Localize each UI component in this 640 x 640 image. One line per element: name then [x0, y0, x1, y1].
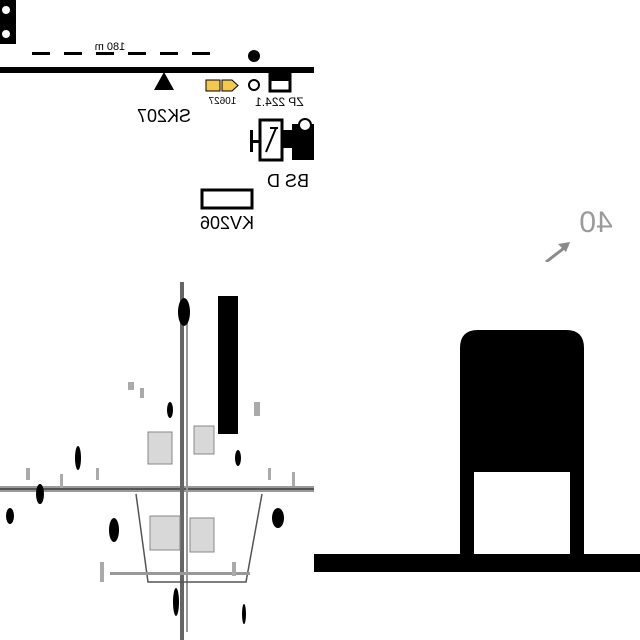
zp-box-fill — [270, 73, 290, 81]
number-label: 40 — [579, 206, 612, 239]
bs-label: BS D — [267, 171, 309, 191]
distance-dashes — [32, 52, 210, 55]
component-box-3 — [149, 515, 181, 551]
overview-vertical-line-2 — [186, 302, 188, 632]
signal-leg-left — [460, 462, 474, 572]
overview-trapezoid — [135, 493, 263, 583]
signal-head — [460, 330, 584, 472]
schematic-detail-svg: 180 m SK207 10627 ZP 224.1 BS D — [0, 0, 314, 233]
km-label: 10627 — [208, 96, 236, 107]
open-circle-marker — [248, 79, 260, 91]
track-overview-panel — [0, 262, 314, 640]
signal-closeup-panel — [314, 262, 640, 640]
overview-faint-marks — [26, 382, 295, 582]
schematic-detail-panel: 180 m SK207 10627 ZP 224.1 BS D — [0, 0, 314, 262]
overview-black-bar — [218, 296, 238, 434]
number-label-panel: 40 — [314, 0, 640, 262]
marker-dot — [248, 50, 260, 62]
distance-label: 180 m — [95, 41, 126, 53]
track-overview-svg — [0, 282, 314, 640]
track-line — [0, 67, 314, 73]
triangle-marker — [154, 72, 174, 90]
overview-marks — [6, 298, 284, 624]
relay-symbol — [250, 118, 314, 162]
zp-label: ZP 224.1 — [255, 95, 304, 109]
component-box-4 — [189, 517, 215, 553]
signal-closeup-svg — [314, 330, 640, 572]
edge-hole-bottom — [2, 30, 10, 38]
signal-icon — [205, 79, 239, 92]
edge-hole-top — [2, 6, 10, 14]
overview-vertical-line — [180, 282, 184, 640]
overview-track-core — [0, 488, 314, 490]
closeup-track-line — [314, 554, 640, 572]
sk-label: SK207 — [137, 106, 191, 126]
component-box-2 — [193, 425, 215, 455]
signal-leg-right — [570, 462, 584, 572]
component-box-1 — [147, 431, 173, 465]
overview-lower-track — [110, 572, 250, 575]
number-label-svg: 40 — [545, 206, 613, 262]
arrow-icon — [545, 242, 570, 262]
kv-box — [200, 188, 254, 210]
kv-label: KV206 — [200, 213, 254, 233]
